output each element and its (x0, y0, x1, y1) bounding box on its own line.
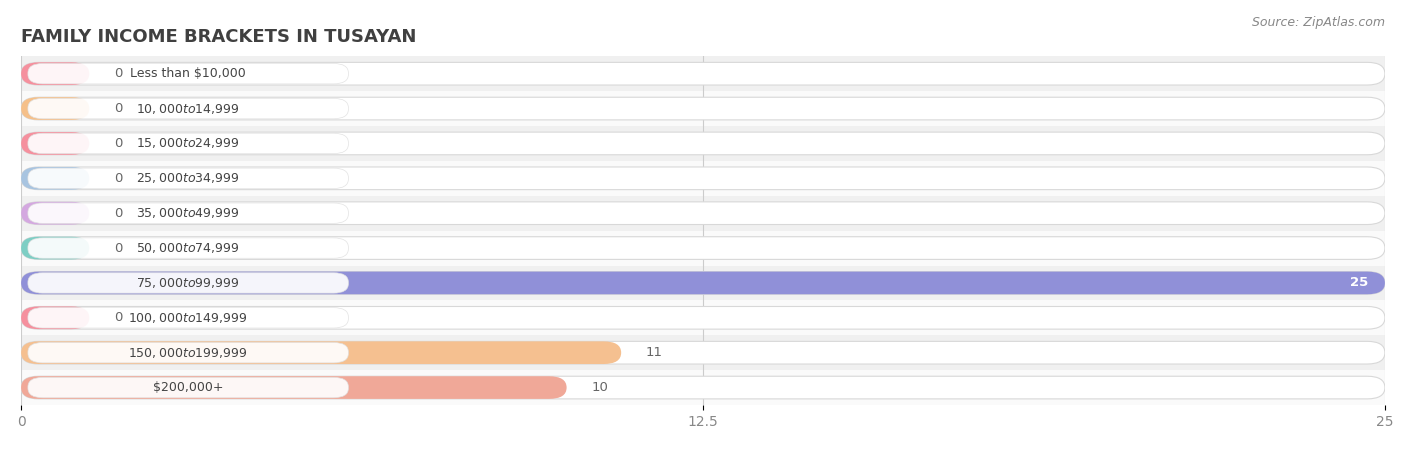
Text: 0: 0 (114, 311, 122, 324)
FancyBboxPatch shape (21, 342, 1385, 364)
Text: $75,000 to $99,999: $75,000 to $99,999 (136, 276, 240, 290)
Text: 25: 25 (1350, 276, 1368, 289)
FancyBboxPatch shape (21, 132, 90, 155)
Text: Less than $10,000: Less than $10,000 (131, 67, 246, 80)
Bar (21, 161, 1385, 196)
FancyBboxPatch shape (28, 273, 349, 293)
FancyBboxPatch shape (28, 308, 349, 328)
FancyBboxPatch shape (21, 376, 1385, 399)
Text: 0: 0 (114, 207, 122, 220)
Bar (21, 230, 1385, 266)
Text: 0: 0 (114, 102, 122, 115)
Text: Source: ZipAtlas.com: Source: ZipAtlas.com (1251, 16, 1385, 29)
FancyBboxPatch shape (21, 202, 1385, 225)
Text: $25,000 to $34,999: $25,000 to $34,999 (136, 171, 240, 185)
FancyBboxPatch shape (21, 63, 1385, 85)
FancyBboxPatch shape (21, 272, 1385, 294)
Bar (21, 126, 1385, 161)
FancyBboxPatch shape (28, 342, 349, 363)
Bar (21, 196, 1385, 230)
Text: FAMILY INCOME BRACKETS IN TUSAYAN: FAMILY INCOME BRACKETS IN TUSAYAN (21, 28, 416, 46)
Text: $10,000 to $14,999: $10,000 to $14,999 (136, 102, 240, 116)
Bar (21, 370, 1385, 405)
FancyBboxPatch shape (21, 97, 90, 120)
FancyBboxPatch shape (21, 167, 1385, 189)
Bar (21, 56, 1385, 91)
Text: 0: 0 (114, 242, 122, 255)
FancyBboxPatch shape (21, 132, 1385, 155)
Bar (21, 335, 1385, 370)
Text: $15,000 to $24,999: $15,000 to $24,999 (136, 136, 240, 150)
FancyBboxPatch shape (21, 63, 90, 85)
Bar (21, 266, 1385, 301)
Bar (21, 91, 1385, 126)
Text: $50,000 to $74,999: $50,000 to $74,999 (136, 241, 240, 255)
FancyBboxPatch shape (21, 306, 1385, 329)
FancyBboxPatch shape (21, 167, 90, 189)
Text: 11: 11 (645, 346, 662, 359)
FancyBboxPatch shape (28, 203, 349, 223)
FancyBboxPatch shape (21, 202, 90, 225)
Text: $35,000 to $49,999: $35,000 to $49,999 (136, 206, 240, 220)
FancyBboxPatch shape (28, 63, 349, 84)
FancyBboxPatch shape (21, 97, 1385, 120)
FancyBboxPatch shape (21, 342, 621, 364)
Text: $150,000 to $199,999: $150,000 to $199,999 (128, 346, 247, 360)
Text: 0: 0 (114, 137, 122, 150)
FancyBboxPatch shape (28, 168, 349, 189)
Text: 0: 0 (114, 172, 122, 185)
Text: 0: 0 (114, 67, 122, 80)
FancyBboxPatch shape (28, 99, 349, 119)
FancyBboxPatch shape (28, 238, 349, 258)
FancyBboxPatch shape (21, 272, 1385, 294)
Bar (21, 301, 1385, 335)
FancyBboxPatch shape (21, 376, 567, 399)
FancyBboxPatch shape (21, 237, 90, 259)
FancyBboxPatch shape (21, 237, 1385, 259)
Text: $100,000 to $149,999: $100,000 to $149,999 (128, 311, 247, 325)
FancyBboxPatch shape (28, 133, 349, 153)
Text: 10: 10 (591, 381, 607, 394)
FancyBboxPatch shape (28, 378, 349, 398)
Text: $200,000+: $200,000+ (153, 381, 224, 394)
FancyBboxPatch shape (21, 306, 90, 329)
